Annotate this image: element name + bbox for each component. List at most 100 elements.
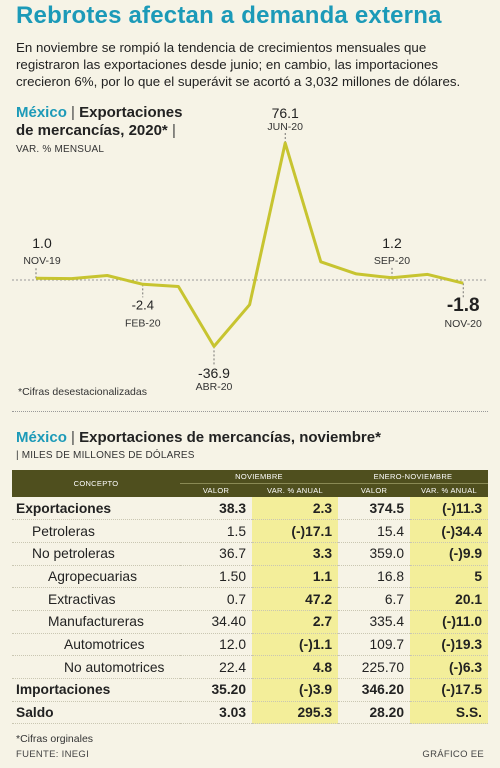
row-enero-nov-valor: 374.5 — [369, 500, 404, 516]
exports-table: CONCEPTO NOVIEMBRE ENERO-NOVIEMBRE VALOR… — [12, 470, 488, 724]
header-group-enero-noviembre: ENERO-NOVIEMBRE — [338, 470, 488, 484]
table-header-row-groups: CONCEPTO NOVIEMBRE ENERO-NOVIEMBRE — [12, 470, 488, 497]
row-label: Importaciones — [16, 682, 111, 698]
date-label: FEB-20 — [125, 317, 161, 329]
header-valor: VALOR — [338, 483, 410, 497]
row-noviembre-valor: 0.7 — [226, 591, 246, 607]
row-noviembre-var: 2.7 — [252, 610, 338, 634]
row-noviembre-var: (-)17.1 — [252, 519, 338, 543]
row-noviembre-valor: 36.7 — [219, 546, 246, 562]
row-enero-nov-valor: 359.0 — [369, 546, 404, 562]
row-noviembre-var: 295.3 — [252, 701, 338, 724]
row-enero-nov-valor: 6.7 — [384, 591, 404, 607]
row-enero-nov-valor: 335.4 — [369, 614, 404, 630]
chart1-title: México | Exportaciones de mercancías, 20… — [16, 104, 182, 140]
row-noviembre-var: 4.8 — [252, 655, 338, 679]
date-label: ABR-20 — [196, 381, 233, 393]
chart1-title-country: México — [16, 104, 67, 121]
date-label: SEP-20 — [374, 255, 410, 267]
title-separator: | — [71, 104, 75, 121]
row-noviembre-valor: 12.0 — [219, 636, 246, 652]
row-noviembre-var: 1.1 — [252, 565, 338, 588]
row-noviembre-valor: 1.5 — [226, 523, 246, 539]
row-enero-nov-valor: 346.20 — [361, 682, 404, 698]
row-label: Automotrices — [64, 636, 145, 652]
date-label: NOV-20 — [445, 318, 483, 330]
table-row: No automotrices 22.4 4.8 225.70 (-)6.3 — [12, 655, 488, 679]
table-row: Importaciones 35.20 (-)3.9 346.20 (-)17.5 — [12, 678, 488, 702]
row-noviembre-valor: 35.20 — [211, 682, 246, 698]
row-enero-nov-valor: 225.70 — [361, 659, 404, 675]
chart1-footnote: *Cifras desestacionalizadas — [18, 386, 147, 398]
graphic-credit: GRÁFICO EE — [422, 749, 484, 760]
table-footnote: *Cifras orginales — [16, 733, 94, 745]
row-noviembre-var: 2.3 — [252, 497, 338, 520]
table-row: Petroleras 1.5 (-)17.1 15.4 (-)34.4 — [12, 519, 488, 543]
row-label: Petroleras — [32, 523, 95, 539]
value-label: -36.9 — [198, 365, 230, 381]
table-row: Saldo 3.03 295.3 28.20 S.S. — [12, 701, 488, 724]
row-noviembre-valor: 34.40 — [211, 614, 246, 630]
row-noviembre-valor: 38.3 — [219, 500, 246, 516]
row-enero-nov-var: (-)19.3 — [410, 633, 488, 656]
headline: Rebrotes afectan a demanda externa — [16, 2, 442, 29]
chart1-title-rest: Exportaciones — [79, 104, 183, 121]
row-enero-nov-var: 20.1 — [410, 587, 488, 611]
table-header-row-cols: VALOR VAR. % ANUAL VALOR VAR. % ANUAL — [12, 483, 488, 497]
row-noviembre-var: (-)1.1 — [252, 633, 338, 656]
value-label: 1.0 — [32, 235, 52, 251]
row-label: No automotrices — [64, 659, 165, 675]
row-enero-nov-var: 5 — [410, 565, 488, 588]
header-var-anual: VAR. % ANUAL — [252, 483, 338, 497]
row-noviembre-var: 3.3 — [252, 542, 338, 566]
table-row: Agropecuarias 1.50 1.1 16.8 5 — [12, 565, 488, 588]
chart1-subtitle: VAR. % MENSUAL — [16, 144, 105, 155]
header-var-anual: VAR. % ANUAL — [410, 483, 488, 497]
row-label: Saldo — [16, 705, 54, 721]
header-concept: CONCEPTO — [12, 470, 180, 497]
value-label: -1.8 — [447, 295, 480, 316]
row-enero-nov-valor: 109.7 — [369, 636, 404, 652]
section-divider — [12, 411, 488, 412]
row-enero-nov-var: (-)6.3 — [410, 655, 488, 679]
chart2-title: México | Exportaciones de mercancías, no… — [16, 429, 381, 447]
chart2-subtitle: | MILES DE MILLONES DE DÓLARES — [16, 450, 195, 461]
row-enero-nov-var: (-)34.4 — [410, 519, 488, 543]
chart2-title-country: México — [16, 429, 67, 446]
table-row: Extractivas 0.7 47.2 6.7 20.1 — [12, 587, 488, 611]
header-group-noviembre: NOVIEMBRE — [180, 470, 338, 484]
row-label: Extractivas — [48, 591, 116, 607]
table-row: Exportaciones 38.3 2.3 374.5 (-)11.3 — [12, 497, 488, 520]
header-valor: VALOR — [180, 483, 252, 497]
table-row: No petroleras 36.7 3.3 359.0 (-)9.9 — [12, 542, 488, 566]
date-label: JUN-20 — [267, 121, 303, 133]
row-noviembre-valor: 22.4 — [219, 659, 246, 675]
row-label: Exportaciones — [16, 500, 112, 516]
row-enero-nov-valor: 15.4 — [377, 523, 404, 539]
row-noviembre-var: 47.2 — [252, 587, 338, 611]
chart2-title-rest: Exportaciones de mercancías, noviembre* — [79, 429, 381, 446]
table-row: Automotrices 12.0 (-)1.1 109.7 (-)19.3 — [12, 633, 488, 656]
row-noviembre-valor: 3.03 — [219, 705, 246, 721]
row-enero-nov-var: (-)11.3 — [410, 497, 488, 520]
row-label: Agropecuarias — [48, 568, 137, 584]
lede-paragraph: En noviembre se rompió la tendencia de c… — [16, 40, 461, 89]
row-enero-nov-valor: 28.20 — [369, 705, 404, 721]
title-separator: | — [71, 429, 75, 446]
series-line — [35, 141, 464, 348]
row-enero-nov-var: (-)9.9 — [410, 542, 488, 566]
row-enero-nov-var: (-)17.5 — [410, 678, 488, 702]
row-enero-nov-var: (-)11.0 — [410, 610, 488, 634]
chart2-subtitle-text: MILES DE MILLONES DE DÓLARES — [21, 450, 195, 461]
value-label: 76.1 — [272, 105, 299, 121]
chart1-title-line2: de mercancías, 2020* — [16, 122, 168, 139]
source-note: FUENTE: INEGI — [16, 749, 90, 760]
row-noviembre-var: (-)3.9 — [252, 678, 338, 702]
table-row: Manufactureras 34.40 2.7 335.4 (-)11.0 — [12, 610, 488, 634]
row-noviembre-valor: 1.50 — [219, 568, 246, 584]
value-label: -2.4 — [132, 297, 154, 312]
value-label: 1.2 — [382, 235, 402, 251]
row-label: Manufactureras — [48, 614, 144, 630]
row-enero-nov-var: S.S. — [410, 701, 488, 724]
